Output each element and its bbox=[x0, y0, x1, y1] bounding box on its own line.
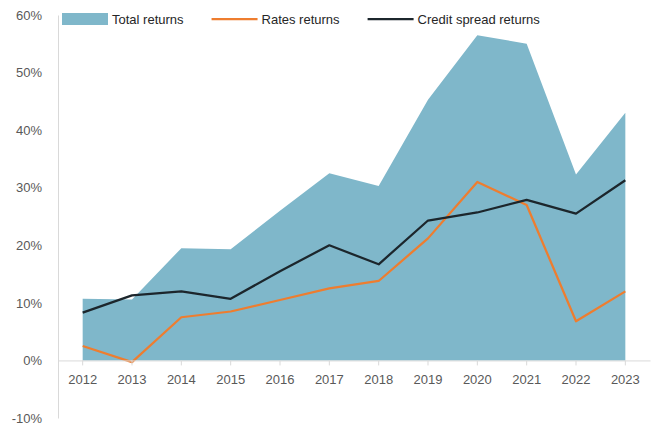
y-tick: 10% bbox=[16, 296, 58, 311]
y-tick: -10% bbox=[12, 411, 58, 426]
x-tick-mark bbox=[82, 360, 83, 365]
x-tick: 2020 bbox=[463, 360, 492, 386]
legend-item: Rates returns bbox=[212, 12, 341, 27]
x-axis: 2012 2013 2014 2015 2016 2017 2018 2019 2020 2021… bbox=[59, 360, 651, 386]
x-tick: 2018 bbox=[364, 360, 393, 386]
x-tick-label: 2015 bbox=[216, 372, 245, 387]
y-tick: 30% bbox=[16, 180, 58, 195]
line bbox=[83, 180, 626, 312]
y-tick-label: 0% bbox=[23, 353, 42, 368]
x-tick: 2015 bbox=[216, 360, 245, 386]
x-tick-mark bbox=[526, 360, 527, 365]
x-tick: 2022 bbox=[562, 360, 591, 386]
y-tick: 60% bbox=[16, 8, 58, 23]
x-tick: 2019 bbox=[414, 360, 443, 386]
y-tick: 20% bbox=[16, 238, 58, 253]
x-tick-label: 2018 bbox=[364, 372, 393, 387]
legend-swatch bbox=[62, 13, 108, 25]
legend-swatch bbox=[368, 18, 414, 20]
x-tick-label: 2019 bbox=[414, 372, 443, 387]
legend-label: Credit spread returns bbox=[418, 12, 541, 27]
x-tick-label: 2012 bbox=[68, 372, 97, 387]
plot-area bbox=[83, 35, 626, 362]
legend-swatch bbox=[212, 18, 258, 20]
x-tick-label: 2017 bbox=[315, 372, 344, 387]
chart: -10% 0% 10% 20% 30% 40% 50% 60% 2012 2013 2014 2015… bbox=[0, 0, 660, 430]
x-tick: 2012 bbox=[68, 360, 97, 386]
y-tick-label: 20% bbox=[16, 238, 42, 253]
x-tick-label: 2014 bbox=[167, 372, 196, 387]
x-tick: 2021 bbox=[512, 360, 541, 386]
y-tick-label: 60% bbox=[16, 8, 42, 23]
x-tick-mark bbox=[477, 360, 478, 365]
y-axis-line bbox=[58, 16, 59, 419]
y-axis: -10% 0% 10% 20% 30% 40% 50% 60% bbox=[12, 8, 59, 426]
x-tick-label: 2023 bbox=[611, 372, 640, 387]
legend: Total returns Rates returns Credit spread … bbox=[62, 12, 540, 27]
x-tick-mark bbox=[230, 360, 231, 365]
x-tick-mark bbox=[280, 360, 281, 365]
x-tick: 2013 bbox=[118, 360, 147, 386]
y-tick-label: 50% bbox=[16, 65, 42, 80]
y-tick-label: 30% bbox=[16, 180, 42, 195]
x-tick-mark bbox=[428, 360, 429, 365]
legend-item: Total returns bbox=[62, 12, 184, 27]
x-tick: 2014 bbox=[167, 360, 196, 386]
x-tick-mark bbox=[181, 360, 182, 365]
x-tick-label: 2013 bbox=[118, 372, 147, 387]
y-tick: 40% bbox=[16, 123, 58, 138]
legend-item: Credit spread returns bbox=[368, 12, 541, 27]
x-tick-mark bbox=[576, 360, 577, 365]
x-axis-line bbox=[59, 360, 651, 361]
area bbox=[83, 35, 626, 360]
legend-label: Rates returns bbox=[262, 12, 341, 27]
legend-label: Total returns bbox=[112, 12, 184, 27]
x-tick-label: 2020 bbox=[463, 372, 492, 387]
x-tick-label: 2016 bbox=[266, 372, 295, 387]
x-tick-mark bbox=[329, 360, 330, 365]
y-tick: 0% bbox=[23, 353, 58, 368]
y-tick-label: 10% bbox=[16, 296, 42, 311]
line bbox=[83, 182, 626, 362]
y-tick: 50% bbox=[16, 65, 58, 80]
x-tick-label: 2022 bbox=[562, 372, 591, 387]
x-tick: 2017 bbox=[315, 360, 344, 386]
y-tick-label: -10% bbox=[12, 411, 43, 426]
x-tick: 2016 bbox=[266, 360, 295, 386]
x-tick-mark bbox=[378, 360, 379, 365]
x-tick: 2023 bbox=[611, 360, 640, 386]
y-tick-label: 40% bbox=[16, 123, 42, 138]
x-tick-mark bbox=[132, 360, 133, 365]
x-tick-mark bbox=[625, 360, 626, 365]
x-tick-label: 2021 bbox=[512, 372, 541, 387]
